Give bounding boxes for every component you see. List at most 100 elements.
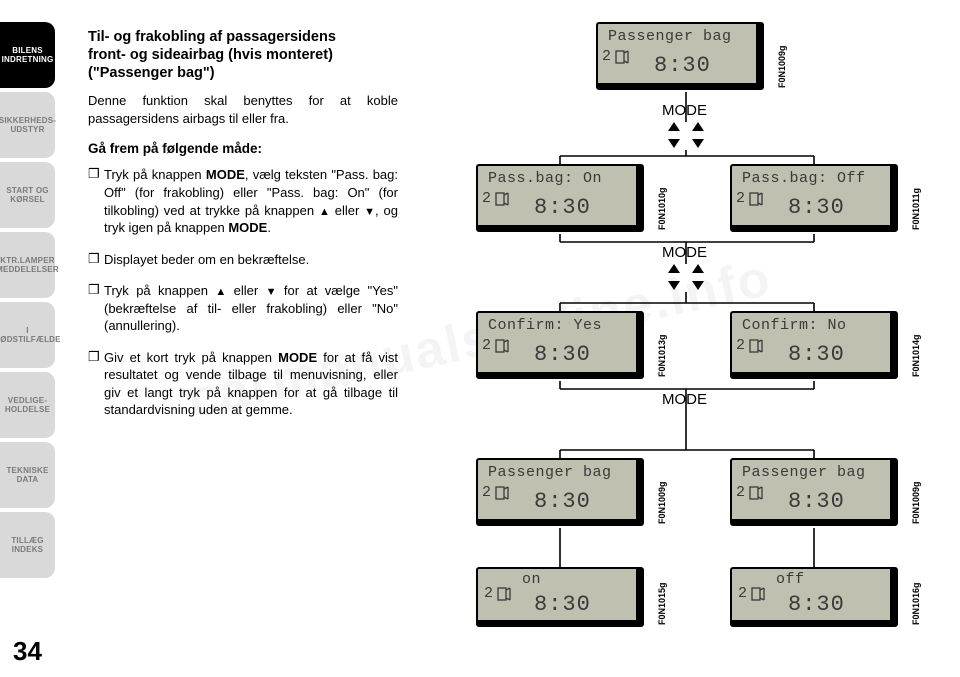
bullet-icon: ❒ [88, 166, 104, 236]
step-3-text: Tryk på knappen ▲ eller ▼ for at vælge "… [104, 282, 398, 335]
lcd-time: 8:30 [654, 53, 711, 78]
door-open-icon [749, 192, 763, 206]
step-3: ❒ Tryk på knappen ▲ eller ▼ for at vælge… [88, 282, 398, 335]
lcd-passenger-left: Passenger bag 2 8:30 [476, 458, 644, 526]
lcd-digit: 2 [738, 585, 747, 602]
t: Tryk på knappen [104, 167, 206, 182]
lcd-passenger-right: Passenger bag 2 8:30 [730, 458, 898, 526]
lcd-line1: Pass.bag: Off [742, 170, 866, 187]
tab-tekniske-data[interactable]: TEKNISKE DATA [0, 442, 55, 508]
lcd-line1: Confirm: No [742, 317, 847, 334]
fig-code-on: F0N1010g [657, 187, 667, 230]
mode-kw: MODE [228, 220, 267, 235]
fig-code-top: F0N1009g [777, 45, 787, 88]
lcd-line1: Passenger bag [742, 464, 866, 481]
lcd-time: 8:30 [788, 342, 845, 367]
t: Tryk på knappen [104, 283, 215, 298]
door-open-icon [495, 486, 509, 500]
door-open-icon [751, 587, 765, 601]
step-1: ❒ Tryk på knappen MODE, vælg teksten "Pa… [88, 166, 398, 236]
up-down-arrows-2 [662, 264, 710, 290]
up-triangle-icon: ▲ [215, 287, 226, 298]
t: eller [226, 283, 265, 298]
lcd-line1: Passenger bag [488, 464, 612, 481]
fig-code-conf-yes: F0N1013g [657, 334, 667, 377]
tab-bilens-indretning[interactable]: BILENS INDRETNING [0, 22, 55, 88]
step-2: ❒ Displayet beder om en bekræftelse. [88, 251, 398, 269]
door-open-icon [615, 50, 629, 64]
body-text-column: Til- og frakobling af passagersidens fro… [88, 28, 398, 433]
tab-start-og-korsel[interactable]: START OG KØRSEL [0, 162, 55, 228]
fig-code-state-off: F0N1016g [911, 582, 921, 625]
mode-kw: MODE [206, 167, 245, 182]
lcd-time: 8:30 [534, 592, 591, 617]
fig-code-off: F0N1011g [911, 188, 921, 230]
lcd-row2: 2 [736, 337, 763, 354]
door-open-icon [495, 192, 509, 206]
lcd-digit: 2 [482, 484, 491, 501]
lcd-digit: 2 [484, 585, 493, 602]
mode-label-2: MODE [662, 244, 707, 261]
lcd-line1: Pass.bag: On [488, 170, 602, 187]
fig-code-pass-r: F0N1009g [911, 481, 921, 524]
up-triangle-icon: ▲ [319, 207, 330, 218]
up-down-arrows-1 [662, 122, 710, 148]
lcd-digit: 2 [482, 190, 491, 207]
down-triangle-icon: ▼ [364, 207, 375, 218]
tab-sikkerhedsudstyr[interactable]: SIKKERHEDS- UDSTYR [0, 92, 55, 158]
lcd-time: 8:30 [788, 195, 845, 220]
lcd-digit: 2 [736, 337, 745, 354]
bullet-icon: ❒ [88, 349, 104, 419]
lcd-row2: 2 [482, 337, 509, 354]
lcd-pass-on: Pass.bag: On 2 8:30 [476, 164, 644, 232]
lcd-state-off: off 2 8:30 [730, 567, 898, 627]
manual-page: carmanualsonline.info BILENS INDRETNING … [0, 0, 960, 677]
bullet-icon: ❒ [88, 282, 104, 335]
door-open-icon [497, 587, 511, 601]
lcd-row2: 2 [736, 484, 763, 501]
page-number: 34 [13, 636, 42, 667]
lcd-row2: 2 [482, 190, 509, 207]
lcd-pass-off: Pass.bag: Off 2 8:30 [730, 164, 898, 232]
section-heading: Til- og frakobling af passagersidens fro… [88, 28, 398, 82]
door-open-icon [495, 339, 509, 353]
lcd-line1: Passenger bag [608, 28, 732, 45]
t: Giv et kort tryk på knappen [104, 350, 278, 365]
tab-nodstilfaelde[interactable]: I NØDSTILFÆLDE [0, 302, 55, 368]
bullet-icon: ❒ [88, 251, 104, 269]
lcd-line1: off [776, 571, 805, 588]
tab-tillaeg-indeks[interactable]: TILLÆG INDEKS [0, 512, 55, 578]
section-tabs: BILENS INDRETNING SIKKERHEDS- UDSTYR STA… [0, 0, 55, 677]
steps-subheading: Gå frem på følgende måde: [88, 141, 398, 156]
lcd-digit: 2 [736, 484, 745, 501]
fig-code-conf-no: F0N1014g [911, 334, 921, 377]
lcd-digit: 2 [482, 337, 491, 354]
mode-label-1: MODE [662, 102, 707, 119]
step-1-text: Tryk på knappen MODE, vælg teksten "Pass… [104, 166, 398, 236]
heading-line-2: front- og sideairbag (hvis monteret) [88, 46, 398, 64]
heading-line-1: Til- og frakobling af passagersidens [88, 29, 336, 45]
down-triangle-icon: ▼ [266, 287, 277, 298]
step-4-text: Giv et kort tryk på knappen MODE for at … [104, 349, 398, 419]
lcd-line1: on [522, 571, 541, 588]
tab-vedligeholdelse[interactable]: VEDLIGE- HOLDELSE [0, 372, 55, 438]
lcd-state-on: on 2 8:30 [476, 567, 644, 627]
tab-ktr-lamper[interactable]: KTR.LAMPER MEDDELELSER [0, 232, 55, 298]
lcd-confirm-no: Confirm: No 2 8:30 [730, 311, 898, 379]
lcd-time: 8:30 [534, 195, 591, 220]
lcd-digit: 2 [736, 190, 745, 207]
lcd-digit: 2 [602, 48, 611, 65]
lcd-line1: Confirm: Yes [488, 317, 602, 334]
t: eller [330, 203, 364, 218]
door-open-icon [749, 486, 763, 500]
flow-diagram: MODE MODE MODE Passenger bag 2 8:30 F0N1… [428, 22, 948, 657]
fig-code-state-on: F0N1015g [657, 582, 667, 625]
lcd-confirm-yes: Confirm: Yes 2 8:30 [476, 311, 644, 379]
t: . [267, 220, 271, 235]
lcd-time: 8:30 [788, 592, 845, 617]
lcd-time: 8:30 [534, 342, 591, 367]
lcd-row2: 2 [484, 585, 511, 602]
lcd-row2: 2 [738, 585, 765, 602]
door-open-icon [749, 339, 763, 353]
lcd-row2: 2 [602, 48, 629, 65]
